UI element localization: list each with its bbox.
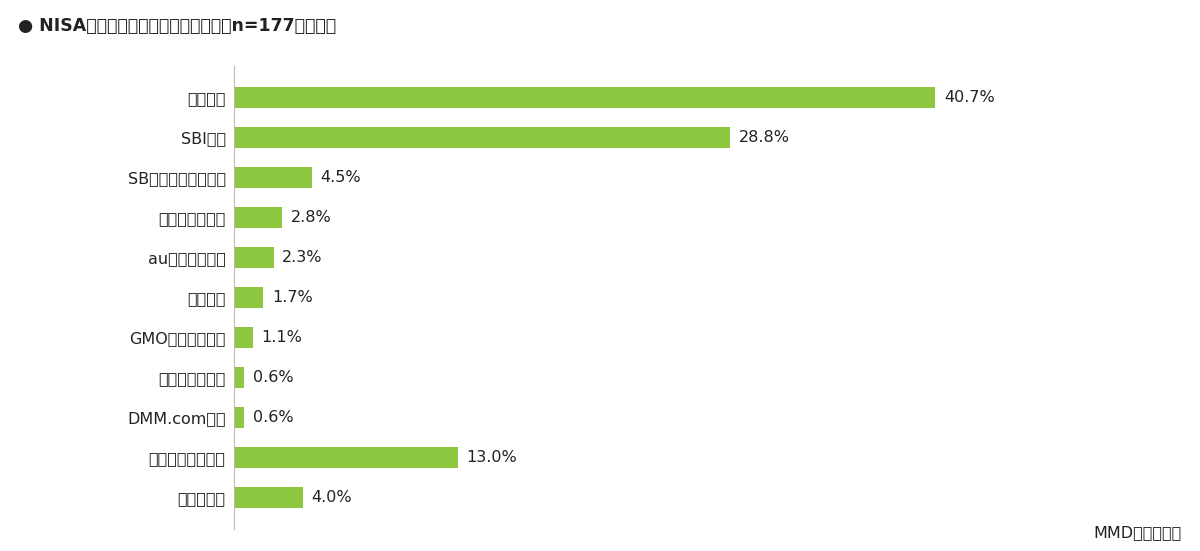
- Text: 40.7%: 40.7%: [944, 90, 995, 105]
- Text: MMD研究所調べ: MMD研究所調べ: [1093, 525, 1182, 540]
- Text: 1.7%: 1.7%: [272, 290, 313, 305]
- Text: 4.5%: 4.5%: [320, 170, 361, 185]
- Bar: [234, 167, 312, 188]
- Bar: [234, 447, 458, 468]
- Text: 4.0%: 4.0%: [312, 490, 352, 505]
- Bar: [234, 407, 245, 428]
- Bar: [234, 127, 731, 148]
- Bar: [234, 487, 302, 508]
- Bar: [234, 207, 282, 228]
- Text: 13.0%: 13.0%: [467, 450, 517, 465]
- Text: 0.6%: 0.6%: [253, 410, 294, 425]
- Bar: [234, 327, 253, 348]
- Bar: [234, 247, 274, 268]
- Text: ● NISA口座を開設したいネット証券（n=177、単数）: ● NISA口座を開設したいネット証券（n=177、単数）: [18, 17, 336, 35]
- Text: 1.1%: 1.1%: [262, 330, 302, 345]
- Bar: [234, 87, 936, 108]
- Text: 28.8%: 28.8%: [739, 130, 790, 145]
- Text: 2.3%: 2.3%: [282, 250, 323, 265]
- Bar: [234, 287, 263, 308]
- Bar: [234, 367, 245, 388]
- Text: 2.8%: 2.8%: [290, 210, 331, 225]
- Text: 0.6%: 0.6%: [253, 370, 294, 385]
